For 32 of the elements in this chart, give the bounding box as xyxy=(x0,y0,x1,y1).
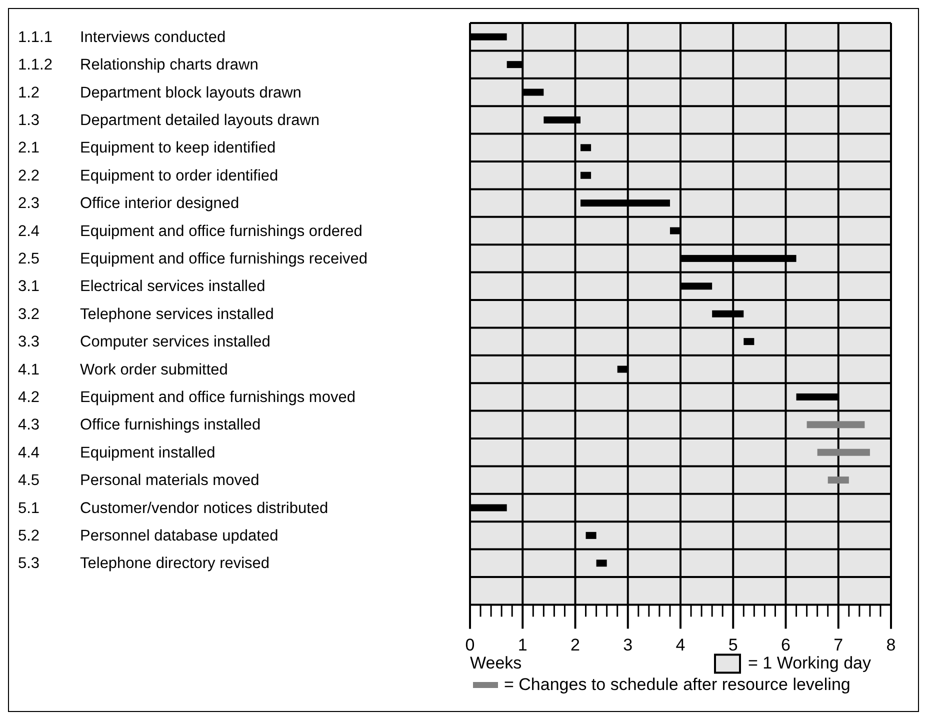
category-label: 4.4 Equipment installed xyxy=(18,444,216,462)
category-label: 2.5 Equipment and office furnishings received xyxy=(18,250,368,268)
x-tick-label: 1 xyxy=(518,636,528,655)
legend-label: = Changes to schedule after resource leveling xyxy=(504,675,850,694)
x-tick-label: 5 xyxy=(728,636,738,655)
category-label: 5.3 Telephone directory revised xyxy=(18,555,270,572)
x-tick-label: 6 xyxy=(781,636,790,655)
category-label: 5.2 Personnel database updated xyxy=(18,527,278,544)
category-label: 3.2 Telephone services installed xyxy=(18,306,274,323)
category-label: 2.1 Equipment to keep identified xyxy=(18,140,276,157)
category-label: 4.2 Equipment and office furnishings moved xyxy=(18,388,356,406)
category-label: 1.2 Department block layouts drawn xyxy=(18,84,302,102)
x-tick-label: 0 xyxy=(465,636,475,655)
category-label: 4.1 Work order submitted xyxy=(18,361,228,378)
x-axis-title: Weeks xyxy=(470,654,522,673)
category-label: 1.1.2 Relationship charts drawn xyxy=(18,56,258,74)
category-label: 1.1.1 Interviews conducted xyxy=(18,28,226,46)
category-label: 4.3 Office furnishings installed xyxy=(18,416,261,434)
category-label: 3.1 Electrical services installed xyxy=(18,278,266,296)
category-label: 1.3 Department detailed layouts drawn xyxy=(18,112,320,129)
x-tick-label: 4 xyxy=(676,636,686,655)
x-tick-label: 8 xyxy=(886,636,896,655)
text: = 1 Working day xyxy=(748,654,872,673)
category-label: 3.3 Computer services installed xyxy=(18,334,270,351)
x-tick-label: 7 xyxy=(834,636,844,655)
category-label: 2.4 Equipment and office furnishings ordered xyxy=(18,222,362,240)
x-tick-label: 3 xyxy=(623,636,633,655)
category-label: 2.2 Equipment to order identified xyxy=(18,167,278,184)
category-label: 4.5 Personal materials moved xyxy=(18,472,260,490)
category-label: 2.3 Office interior designed xyxy=(18,195,240,212)
category-label: 5.1 Customer/vendor notices distributed xyxy=(18,500,328,517)
x-tick-label: 2 xyxy=(570,636,580,655)
